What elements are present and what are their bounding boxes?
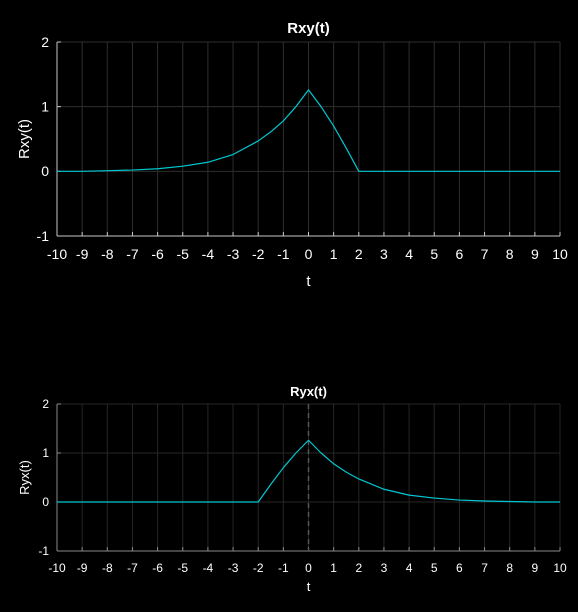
x-tick-label: 2: [355, 561, 362, 575]
x-tick-label: 10: [552, 246, 568, 262]
chart-title: Ryx(t): [290, 384, 327, 399]
x-tick-label: -5: [177, 246, 190, 262]
y-tick-label: -1: [38, 544, 49, 558]
x-tick-label: 0: [305, 246, 313, 262]
x-tick-label: 7: [481, 561, 488, 575]
x-tick-label: 7: [481, 246, 489, 262]
series-line-1: [57, 89, 560, 172]
x-tick-label: 1: [330, 246, 338, 262]
x-tick-label: 9: [531, 246, 539, 262]
chart-1: -10 -9 -8 -7 -6 -5 -4 -3 -2 -1 0 1 2 3 4 5 6 7 8 9 10-1012Rx…: [16, 20, 568, 290]
x-axis-label: t: [306, 273, 311, 290]
x-tick-label: -10: [48, 561, 66, 575]
x-tick-label: -4: [203, 561, 214, 575]
series-line-1: [57, 439, 560, 503]
x-tick-label: 3: [380, 246, 388, 262]
x-tick-label: -8: [101, 246, 114, 262]
y-tick-label: 1: [41, 99, 49, 115]
x-tick-label: 1: [330, 561, 337, 575]
x-tick-label: 6: [456, 561, 463, 575]
x-tick-label: 4: [406, 561, 413, 575]
x-tick-label: -3: [227, 246, 240, 262]
x-tick-label: -6: [152, 561, 163, 575]
x-tick-label: 3: [381, 561, 388, 575]
x-tick-label: 8: [506, 561, 513, 575]
y-axis-label: Rxy(t): [16, 119, 33, 159]
y-tick-label: 2: [41, 34, 49, 50]
x-tick-label: -7: [126, 246, 139, 262]
x-tick-label: -6: [151, 246, 164, 262]
x-tick-label: -5: [177, 561, 188, 575]
x-tick-label: -4: [202, 246, 215, 262]
x-tick-label: 5: [431, 561, 438, 575]
chart-title: Rxy(t): [287, 20, 330, 37]
x-tick-label: 4: [405, 246, 413, 262]
x-tick-label: 2: [355, 246, 363, 262]
x-tick-label: 0: [305, 561, 312, 575]
x-tick-label: 9: [532, 561, 539, 575]
y-axis-label: Ryx(t): [17, 460, 32, 495]
x-tick-label: 6: [456, 246, 464, 262]
x-tick-label: 5: [430, 246, 438, 262]
x-tick-label: -8: [102, 561, 113, 575]
y-tick-label: -1: [37, 228, 50, 244]
chart-2: -10 -9 -8 -7 -6 -5 -4 -3 -2 -1 0 1 2 3 4 5 6 7 8 9 10-1012Ry…: [17, 384, 567, 594]
x-tick-label: -7: [127, 561, 138, 575]
x-tick-label: -10: [47, 246, 67, 262]
x-tick-label: 8: [506, 246, 514, 262]
y-tick-label: 1: [42, 446, 49, 460]
x-tick-label: -3: [228, 561, 239, 575]
x-tick-label: -2: [252, 246, 265, 262]
y-tick-label: 2: [42, 397, 49, 411]
x-axis-label: t: [307, 579, 311, 594]
x-tick-label: -2: [253, 561, 264, 575]
x-tick-label: -9: [77, 561, 88, 575]
x-tick-label: -1: [277, 246, 290, 262]
x-tick-label: -1: [278, 561, 289, 575]
x-tick-label: -9: [76, 246, 89, 262]
y-tick-label: 0: [41, 163, 49, 179]
x-tick-label: 10: [553, 561, 567, 575]
y-tick-label: 0: [42, 495, 49, 509]
